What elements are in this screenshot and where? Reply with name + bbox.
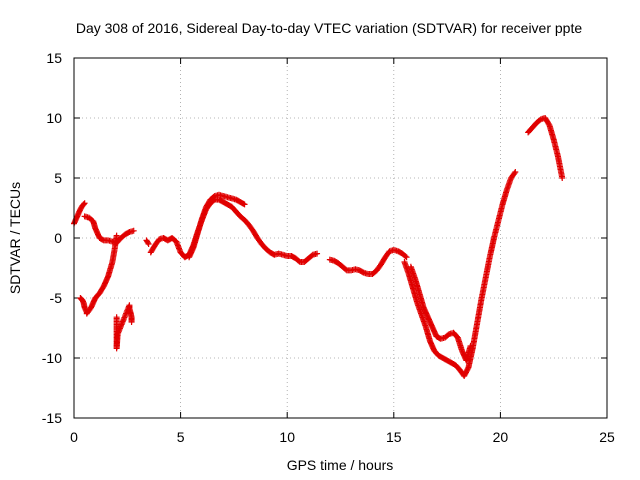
data-point-layer: [71, 115, 566, 379]
series-segment-3-outliers: [113, 302, 135, 352]
y-tick-label: 15: [46, 50, 62, 66]
data-point: [145, 241, 152, 247]
data-point: [402, 253, 409, 260]
tick-layer: [73, 57, 608, 419]
data-point: [241, 201, 248, 208]
y-axis-label: SDTVAR / TECUs: [7, 182, 23, 294]
data-point: [314, 250, 321, 257]
data-point: [130, 227, 137, 234]
x-tick-label: 5: [177, 429, 185, 445]
y-tick-label: -15: [42, 410, 62, 426]
data-point: [81, 200, 88, 207]
data-point: [128, 319, 135, 325]
y-tick-label: -10: [42, 350, 62, 366]
data-point: [559, 175, 566, 181]
series-segment-1-rise: [71, 200, 88, 227]
y-tick-label: 0: [54, 230, 62, 246]
series-segment-9: [407, 263, 474, 364]
x-tick-label: 10: [279, 429, 295, 445]
series-segment-7: [326, 247, 410, 277]
y-tick-label: 5: [54, 170, 62, 186]
series-segment-10: [525, 115, 566, 181]
data-point: [403, 254, 410, 261]
x-tick-label: 25: [599, 429, 615, 445]
x-tick-label: 15: [386, 429, 402, 445]
x-tick-label: 0: [70, 429, 78, 445]
y-tick-label: 10: [46, 110, 62, 126]
x-tick-label: 20: [493, 429, 509, 445]
grid-layer: [74, 58, 607, 418]
x-axis-label: GPS time / hours: [287, 457, 394, 473]
data-point: [512, 169, 519, 175]
data-point: [144, 239, 151, 246]
series-segment-4-small: [143, 237, 152, 247]
tick-label-layer: 0 5 10 15 20 25 -15 -10 -5 0 5 10 15: [42, 50, 615, 445]
series-segment-5: [147, 196, 321, 265]
y-tick-label: -5: [50, 290, 63, 306]
data-point: [80, 201, 87, 207]
data-point: [511, 170, 518, 177]
plot-frame: [73, 57, 608, 419]
series-segment-2-high: [81, 213, 137, 246]
data-point: [467, 343, 474, 349]
series-segment-2-low: [83, 232, 120, 317]
chart-title: Day 308 of 2016, Sidereal Day-to-day VTE…: [76, 20, 583, 36]
data-point: [113, 232, 120, 239]
series-segment-6: [186, 191, 248, 261]
